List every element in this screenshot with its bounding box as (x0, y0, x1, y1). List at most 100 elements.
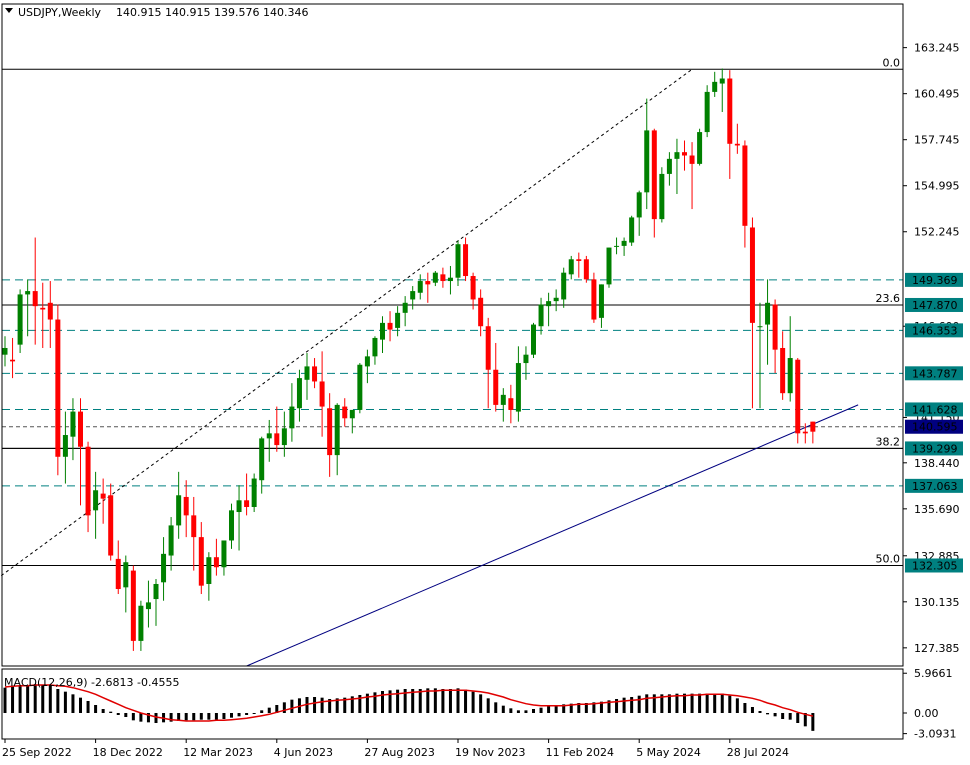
macd-histogram-bar (146, 713, 150, 723)
macd-histogram-bar (803, 713, 807, 727)
candle-bull (123, 562, 129, 588)
macd-histogram-bar (637, 695, 641, 713)
level-badge (905, 297, 963, 312)
fib-level-label: 38.2 (876, 435, 901, 448)
candle-bull (659, 173, 665, 220)
macd-histogram-bar (667, 694, 671, 713)
macd-histogram-bar (403, 689, 407, 713)
candle-bear (274, 433, 280, 446)
macd-histogram-bar (577, 703, 581, 713)
macd-histogram-bar (788, 713, 792, 720)
macd-histogram-bar (660, 694, 664, 713)
macd-histogram-bar (252, 713, 256, 714)
price-tick-label: 163.245 (914, 42, 960, 55)
candle-bear (40, 307, 46, 310)
level-badge-label: 147.870 (912, 299, 958, 312)
candle-bull (364, 356, 370, 367)
candle-bull (25, 291, 31, 295)
macd-histogram-bar (63, 691, 67, 713)
macd-histogram-bar (350, 696, 354, 713)
candle-bull (523, 354, 529, 364)
candle-bull (259, 438, 265, 481)
macd-histogram-bar (18, 685, 22, 713)
candle-bear (319, 381, 325, 407)
candle-bear (198, 537, 204, 586)
drawn-lines: 0.0 23.6 38.2 50.0 (0, 56, 903, 667)
candle-bear (130, 570, 136, 641)
time-tick-label: 28 Jul 2024 (727, 746, 789, 759)
candle-bull (561, 272, 567, 300)
candle-bull (145, 602, 151, 610)
level-badge (905, 478, 963, 493)
candles (2, 68, 816, 651)
candle-bull (704, 91, 710, 133)
candle-bull (372, 337, 378, 357)
time-tick-label: 5 May 2024 (636, 746, 701, 759)
macd-histogram-bar (79, 697, 82, 713)
candle-bull (515, 363, 521, 412)
macd-histogram-bar (524, 710, 528, 713)
macd-histogram-bar (441, 689, 445, 713)
candle-bear (682, 152, 687, 156)
macd-histogram-bar (56, 689, 60, 713)
macd-histogram-bar (456, 688, 460, 713)
macd-tick-label: 0.00 (914, 707, 939, 720)
macd-histogram-bar (796, 713, 800, 723)
support-trendline (246, 404, 859, 667)
macd-histogram-bar (418, 689, 422, 713)
level-badge (905, 323, 963, 338)
candle-bull (395, 312, 401, 328)
macd-histogram-bar (101, 709, 105, 713)
candle-bull (304, 366, 310, 380)
candle-bull (380, 322, 385, 340)
price-tick-label: 157.745 (914, 134, 960, 147)
candle-bear (749, 227, 755, 323)
macd-histogram-bar (592, 702, 596, 713)
candle-bull (568, 259, 574, 275)
macd-histogram-bar (735, 698, 739, 713)
candle-bull (70, 411, 76, 437)
macd-histogram-bar (109, 711, 113, 713)
macd-histogram-bar (3, 687, 7, 713)
price-tick-label: 135.690 (914, 503, 960, 516)
candle-bull (251, 478, 257, 507)
level-badge (905, 558, 963, 573)
candle-bear (463, 244, 469, 277)
macd-histogram-bar (358, 695, 362, 713)
candle-bull (553, 297, 559, 302)
macd-histogram-bar (539, 707, 543, 713)
candle-bull (546, 301, 552, 307)
time-tick-label: 4 Jun 2023 (274, 746, 333, 759)
candle-bull (644, 130, 650, 193)
candle-bull (229, 510, 234, 541)
candle-bull (712, 81, 718, 92)
symbol-dropdown-icon[interactable] (5, 8, 13, 13)
level-badge-label: 146.353 (912, 324, 958, 337)
macd-histogram-bar (11, 686, 15, 713)
macd-histogram-bar (71, 694, 75, 713)
macd-histogram-bar (509, 708, 513, 713)
macd-signal-line (4, 684, 814, 722)
macd-panel-border (1, 668, 904, 740)
candle-bull (296, 378, 302, 409)
macd-histogram-bar (33, 684, 37, 713)
macd-histogram-bar (199, 713, 203, 720)
macd-histogram-bar (373, 692, 377, 713)
macd-histogram-bar (26, 685, 30, 713)
candle-bull (221, 540, 227, 568)
time-tick-label: 11 Feb 2024 (546, 746, 614, 759)
candle-bull (138, 605, 144, 641)
candle-bear (508, 398, 514, 410)
macd-histogram-bar (192, 713, 196, 721)
chart-header: USDJPY,Weekly 140.915 140.915 139.576 14… (5, 6, 308, 19)
macd-histogram-bar (222, 713, 226, 719)
candle-bull (666, 158, 672, 174)
macd-histogram-bar (584, 703, 588, 713)
macd-histogram-bar (713, 693, 717, 713)
macd-histogram-bar (275, 705, 279, 713)
macd-histogram-bar (388, 690, 392, 713)
candle-bear (327, 408, 333, 456)
candle-bull (674, 152, 680, 159)
macd-histogram-bar (728, 695, 732, 713)
